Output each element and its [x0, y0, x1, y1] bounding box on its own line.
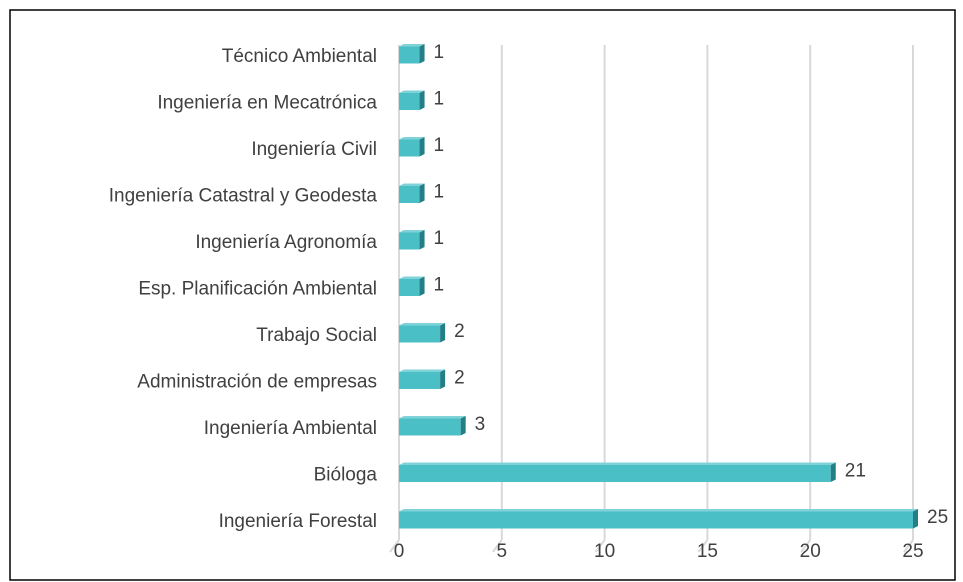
- bar: [399, 90, 425, 110]
- bar-side: [419, 276, 425, 296]
- grid-floor: [594, 539, 606, 553]
- bar-front: [399, 372, 441, 389]
- data-label: 1: [434, 275, 445, 296]
- bar-side: [419, 137, 425, 157]
- bar-front: [399, 139, 420, 157]
- x-tick-label: 20: [800, 541, 821, 562]
- bar-top: [399, 369, 446, 372]
- grid-floor: [491, 539, 503, 553]
- bar: [399, 276, 425, 296]
- bar-front: [399, 418, 461, 436]
- data-label: 1: [434, 228, 445, 249]
- grid-floor: [389, 539, 400, 553]
- bar: [399, 137, 425, 157]
- bar-front: [399, 186, 420, 203]
- bar: [399, 183, 425, 203]
- bar: [399, 416, 466, 436]
- bar-top: [399, 90, 425, 93]
- y-tick-label: Ingeniería Civil: [251, 139, 377, 160]
- bar-front: [399, 93, 420, 110]
- data-label: 1: [434, 42, 445, 63]
- bar-top: [399, 44, 425, 47]
- y-tick-label: Ingeniería Forestal: [219, 511, 377, 532]
- bar-side: [440, 369, 446, 389]
- bar-front: [399, 46, 420, 64]
- bar: [399, 323, 446, 343]
- bar-side: [913, 509, 918, 529]
- bar-top: [399, 183, 425, 186]
- grid-floor: [903, 539, 914, 553]
- bar-side: [419, 230, 425, 250]
- bar-front: [399, 232, 420, 250]
- y-tick-label: Esp. Planificación Ambiental: [138, 279, 377, 300]
- data-label: 1: [434, 135, 445, 156]
- bar-front: [399, 511, 913, 529]
- x-tick-label: 10: [594, 541, 615, 562]
- bar-side: [419, 183, 425, 203]
- chart-frame: [9, 9, 956, 581]
- grid-floor: [697, 539, 709, 553]
- bar: [399, 369, 446, 389]
- bar-front: [399, 279, 420, 296]
- bar-top: [399, 462, 836, 465]
- bar-side: [419, 44, 425, 64]
- y-tick-label: Trabajo Social: [256, 325, 377, 346]
- bar-side: [460, 416, 466, 436]
- y-tick-label: Ingeniería Agronomía: [195, 232, 377, 253]
- bar: [399, 44, 425, 64]
- bar-side: [830, 462, 836, 482]
- y-tick-label: Ingeniería Ambiental: [204, 418, 377, 439]
- x-tick-label: 5: [497, 541, 508, 562]
- bar-top: [399, 137, 425, 140]
- grid-floor: [800, 539, 812, 553]
- bar-front: [399, 465, 831, 482]
- y-tick-label: Administración de empresas: [137, 372, 377, 393]
- data-label: 2: [454, 321, 465, 342]
- bar: [399, 462, 836, 482]
- y-tick-label: Ingeniería en Mecatrónica: [157, 93, 377, 114]
- data-label: 1: [434, 89, 445, 110]
- data-label: 21: [845, 461, 866, 482]
- data-label: 3: [475, 414, 486, 435]
- bar-front: [399, 325, 441, 343]
- bar-top: [399, 276, 425, 279]
- y-tick-label: Ingeniería Catastral y Geodesta: [109, 186, 378, 207]
- data-label: 1: [434, 182, 445, 203]
- x-tick-label: 0: [394, 541, 405, 562]
- bar-side: [440, 323, 446, 343]
- bar: [399, 230, 425, 250]
- bar: [399, 509, 918, 529]
- bar-top: [399, 509, 918, 512]
- bar-top: [399, 323, 446, 326]
- y-tick-label: Técnico Ambiental: [222, 46, 377, 67]
- y-tick-label: Bióloga: [314, 465, 378, 486]
- data-label: 2: [454, 368, 465, 389]
- x-tick-label: 15: [697, 541, 718, 562]
- bar-top: [399, 230, 425, 233]
- x-tick-label: 25: [902, 541, 923, 562]
- bar-top: [399, 416, 466, 419]
- data-label: 25: [927, 507, 948, 528]
- bar-side: [419, 90, 425, 110]
